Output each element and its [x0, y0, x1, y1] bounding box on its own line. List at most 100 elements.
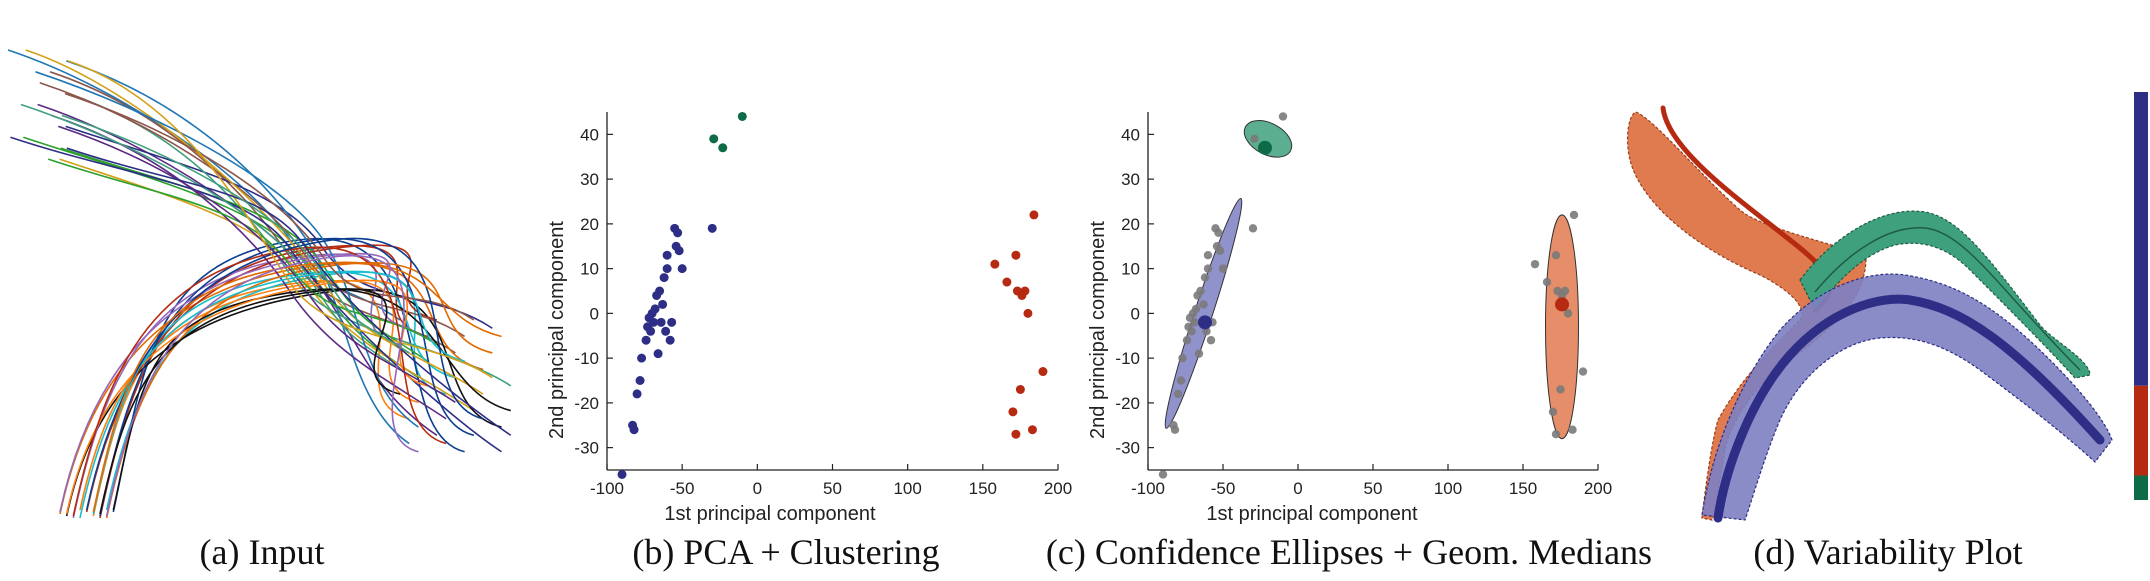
ellipse-panel-point — [1530, 259, 1540, 269]
pca-point — [637, 353, 647, 363]
variability-plot-panel — [1626, 92, 2148, 523]
ellipse-panel-point — [1568, 425, 1577, 434]
ellipse-x-tick-label: 100 — [1434, 479, 1462, 498]
pca-point — [655, 286, 665, 296]
ellipse-x-tick-label: 150 — [1509, 479, 1537, 498]
pca-point — [629, 425, 639, 435]
pca-point — [662, 264, 672, 274]
input-curve — [39, 81, 466, 338]
pca-point — [709, 134, 719, 144]
pca-y-tick-label: 10 — [580, 260, 599, 279]
confidence-ellipse — [1164, 197, 1243, 429]
confidence-ellipses — [1164, 120, 1579, 440]
ellipse-y-tick-label: 10 — [1121, 260, 1140, 279]
ellipse-y-tick-label: 40 — [1121, 125, 1140, 144]
ellipse-panel-point — [1199, 300, 1208, 309]
ellipse-panel-point — [1182, 336, 1192, 345]
pca-point — [661, 326, 671, 336]
input-curve — [99, 237, 475, 517]
ellipse-y-tick-label: -30 — [1115, 439, 1140, 458]
pca-x-tick-label: 200 — [1044, 479, 1072, 498]
ellipse-xlabel: 1st principal component — [1206, 503, 1418, 525]
input-curve — [61, 114, 410, 354]
ellipse-panel-point — [1215, 246, 1225, 255]
pca-point — [1038, 367, 1048, 377]
pca-point — [1008, 407, 1018, 417]
geometric-medians — [1198, 140, 1569, 330]
input-curve — [72, 253, 401, 519]
input-curve — [79, 279, 419, 511]
input-curve — [66, 147, 512, 436]
input-curve — [79, 270, 465, 519]
ellipse-y-tick-label: 30 — [1121, 170, 1140, 189]
ellipse-panel-point — [1178, 353, 1187, 363]
pca-point — [646, 326, 656, 336]
input-curve — [92, 261, 502, 513]
pca-y-tick-label: -10 — [574, 349, 599, 368]
caption-input: (a) Input — [200, 532, 325, 572]
pca-point — [673, 228, 683, 238]
ellipse-x-tick-label: 200 — [1584, 479, 1612, 498]
pca-y-tick-label: 40 — [580, 125, 599, 144]
ellipse-panel-point — [1203, 264, 1213, 273]
ellipse-panel-point — [1200, 273, 1210, 282]
pca-y-tick-label: -30 — [574, 439, 599, 458]
ellipse-panel-point — [1578, 367, 1588, 376]
ellipse-y-tick-label: -10 — [1115, 349, 1140, 368]
pca-point — [656, 317, 666, 327]
input-curve — [112, 288, 511, 511]
color-bar-segment — [2134, 475, 2148, 500]
variability-median-green — [1814, 227, 2081, 371]
ellipse-x-tick-label: -50 — [1211, 479, 1236, 498]
ellipse-y-tick-label: 0 — [1131, 304, 1140, 323]
ellipse-x-tick-label: 50 — [1364, 479, 1383, 498]
input-curve — [92, 271, 456, 515]
pca-point — [990, 259, 1000, 269]
ellipse-panel-point — [1551, 430, 1561, 439]
ellipse-panel-point — [1190, 318, 1199, 327]
pca-point — [649, 317, 659, 327]
ellipse-ylabel: 2nd principal component — [1087, 221, 1109, 439]
input-curve — [66, 60, 410, 445]
ellipse-x-tick-label: -100 — [1131, 479, 1165, 498]
pca-point — [1027, 425, 1037, 435]
pca-point — [667, 317, 677, 327]
ellipse-x-tick-label: 0 — [1293, 479, 1302, 498]
input-curve — [20, 103, 401, 371]
ellipse-y-tick-label: -20 — [1115, 394, 1140, 413]
input-curve — [99, 288, 401, 515]
pca-point — [635, 376, 645, 385]
ellipse-panel-point — [1569, 210, 1579, 220]
variability-band-green — [1799, 210, 2091, 379]
ellipse-panel-point — [1548, 407, 1558, 417]
pca-ylabel: 2nd principal component — [546, 221, 568, 439]
pca-point — [662, 250, 672, 260]
input-curve — [105, 254, 419, 517]
pca-x-tick-label: -100 — [590, 479, 624, 498]
input-curve — [105, 271, 447, 511]
ellipse-panel-point — [1187, 327, 1196, 336]
input-curve — [47, 158, 438, 346]
input-curve — [65, 125, 493, 329]
variability-color-bar — [2134, 92, 2148, 500]
input-curve — [72, 246, 447, 517]
ellipse-panel-point — [1250, 134, 1259, 144]
caption-variability: (d) Variability Plot — [1753, 532, 2022, 572]
input-curve — [64, 92, 475, 321]
ellipse-panel-point — [1191, 304, 1201, 314]
input-curve — [59, 262, 484, 515]
ellipse-panel-point — [1563, 309, 1573, 318]
pca-point — [707, 223, 717, 233]
pca-points — [617, 111, 1048, 479]
pca-point — [1015, 384, 1025, 394]
ellipse-panel-point — [1556, 385, 1565, 394]
pca-x-tick-label: -50 — [670, 479, 695, 498]
pca-point — [737, 111, 747, 121]
pca-x-tick-label: 0 — [753, 479, 762, 498]
pca-point — [677, 264, 687, 274]
pca-point — [1020, 286, 1030, 296]
pca-point — [659, 273, 669, 283]
color-bar-segment — [2134, 92, 2148, 386]
